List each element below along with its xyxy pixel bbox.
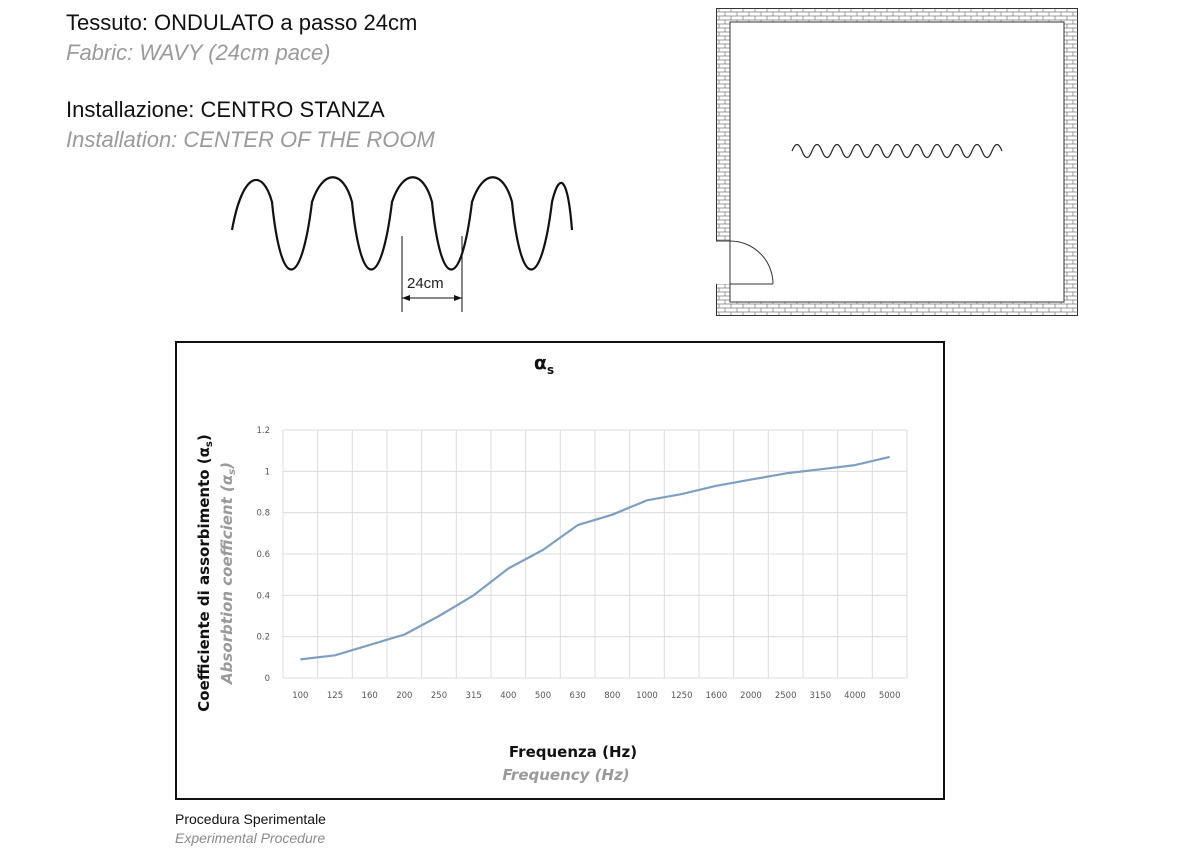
- pitch-label: 24cm: [407, 275, 444, 292]
- x-tick-label: 2000: [740, 691, 762, 701]
- x-tick-label: 100: [292, 691, 308, 701]
- room-outline-inner: [729, 21, 1065, 303]
- x-tick-label: 1600: [706, 691, 728, 701]
- x-tick-label: 500: [535, 691, 551, 701]
- installation-title-en: Installation: CENTER OF THE ROOM: [66, 127, 435, 152]
- x-tick-label: 4000: [844, 691, 866, 701]
- absorption-curve: [300, 455, 890, 661]
- wave-profile-line: [230, 176, 574, 271]
- x-axis-label-en: Frequency (Hz): [502, 766, 629, 784]
- absorption-chart: αs 0 0.2 0.4 0.6 0.8 1 1.2 100 125 160 200 250 315 4…: [175, 341, 945, 800]
- x-tick-labels: 100 125 160 200 250 315 400 500 630 800 1000 1250 16…: [292, 691, 900, 701]
- room-plan-diagram: [715, 8, 1078, 316]
- x-tick-label: 315: [466, 691, 482, 701]
- y-tick-labels: 0 0.2 0.4 0.6 0.8 1 1.2: [256, 426, 270, 684]
- chart-title: αs: [534, 352, 554, 377]
- y-tick-label: 0.2: [256, 633, 270, 643]
- y-tick-label: 0.4: [256, 591, 270, 601]
- x-tick-label: 250: [431, 691, 447, 701]
- x-tick-label: 1000: [636, 691, 658, 701]
- procedure-label-en: Experimental Procedure: [175, 830, 326, 846]
- installation-title: Installazione: CENTRO STANZA: [66, 97, 385, 122]
- x-tick-label: 5000: [879, 691, 901, 701]
- x-tick-label: 630: [570, 691, 586, 701]
- y-tick-label: 1.2: [256, 426, 270, 436]
- door-opening: [715, 241, 731, 284]
- door-swing-arc: [729, 240, 774, 285]
- x-axis-label: Frequenza (Hz): [509, 743, 637, 761]
- room-outline-outer: [716, 8, 1078, 316]
- x-tick-label: 200: [396, 691, 412, 701]
- y-tick-label: 1: [265, 467, 270, 477]
- chart-canvas: αs 0 0.2 0.4 0.6 0.8 1 1.2 100 125 160 200 250 315 4…: [195, 352, 908, 784]
- dimension-arrow-right: [454, 295, 462, 301]
- dimension-arrow-left: [402, 295, 410, 301]
- chart-grid: [282, 429, 908, 679]
- fabric-title-en: Fabric: WAVY (24cm pace): [66, 40, 331, 65]
- x-tick-label: 160: [362, 691, 378, 701]
- x-tick-label: 125: [327, 691, 343, 701]
- x-tick-label: 800: [604, 691, 620, 701]
- x-tick-label: 400: [500, 691, 516, 701]
- y-tick-label: 0: [265, 674, 270, 684]
- x-tick-label: 2500: [775, 691, 797, 701]
- y-axis-label: Coefficiente di assorbimento (αs): [195, 434, 215, 711]
- y-tick-label: 0.6: [256, 550, 270, 560]
- room-fabric-wave: [791, 143, 1003, 159]
- y-tick-label: 0.8: [256, 509, 270, 519]
- procedure-label: Procedura Sperimentale: [175, 811, 326, 827]
- fabric-title: Tessuto: ONDULATO a passo 24cm: [66, 10, 418, 35]
- x-tick-label: 1250: [671, 691, 693, 701]
- y-axis-label-en: Absorbtion coefficient (αs): [218, 462, 238, 685]
- x-tick-label: 3150: [810, 691, 832, 701]
- wave-profile-diagram: 24cm: [230, 176, 574, 312]
